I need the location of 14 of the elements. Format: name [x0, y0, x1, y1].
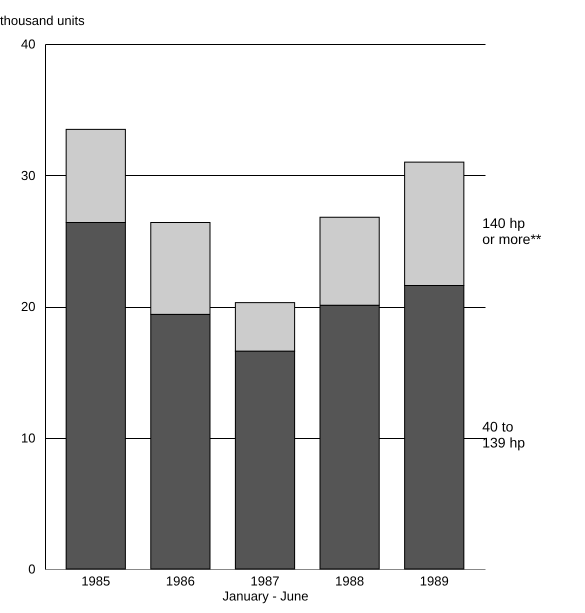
y-axis-title: thousand units [0, 13, 86, 28]
y-tick-label: 40 [21, 36, 36, 52]
x-tick-label: 1987 [250, 574, 280, 588]
x-tick-label: 1985 [81, 574, 110, 588]
x-tick-label: 1988 [335, 574, 364, 588]
y-tick-label: 20 [21, 299, 36, 314]
x-axis-title: January - June [222, 588, 308, 604]
series-label: 40 to 139 hp [482, 418, 526, 450]
y-tick-label: 30 [21, 168, 36, 183]
series-label: 140 hp or more** [482, 214, 542, 247]
x-tick-label: 1989 [420, 574, 449, 588]
y-tick-label: 0 [28, 562, 36, 576]
x-tick-label: 1986 [166, 574, 195, 588]
y-tick-label: 10 [21, 430, 36, 446]
